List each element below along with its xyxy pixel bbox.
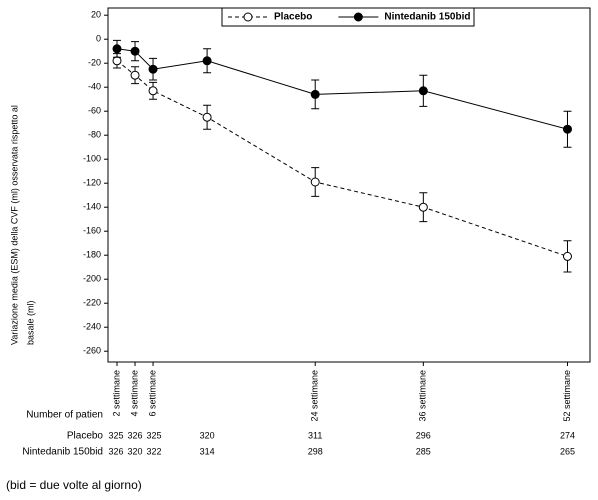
- y-tick-label: -240: [83, 322, 101, 332]
- at-risk-row-label: Nintedanib 150bid: [22, 447, 103, 458]
- data-point: [202, 56, 212, 66]
- at-risk-count: 274: [560, 430, 575, 440]
- data-point: [418, 86, 428, 96]
- data-point: [418, 202, 428, 212]
- y-tick-label: -260: [83, 346, 101, 356]
- at-risk-count: 265: [560, 446, 575, 456]
- y-tick-label: -80: [88, 130, 101, 140]
- x-tick-label: 36 settimane: [418, 370, 428, 422]
- at-risk-row-label: Placebo: [67, 431, 104, 442]
- series-line: [116, 48, 568, 130]
- footnote: (bid = due volte al giorno): [6, 478, 142, 492]
- series-line: [116, 60, 568, 257]
- y-tick-label: -160: [83, 226, 101, 236]
- at-risk-count: 298: [308, 446, 323, 456]
- data-point: [310, 177, 320, 187]
- data-point: [112, 44, 122, 54]
- data-point: [562, 124, 572, 134]
- data-point: [562, 251, 572, 261]
- at-risk-count: 326: [108, 446, 123, 456]
- legend-label: Nintedanib 150bid: [384, 12, 470, 23]
- x-tick-label: 4 settimane: [129, 370, 139, 417]
- y-tick-label: 20: [91, 10, 101, 20]
- y-axis-label: Variazione media (ESM) della CVF (ml) os…: [9, 105, 19, 345]
- at-risk-count: 325: [147, 430, 162, 440]
- y-tick-label: -40: [88, 82, 101, 92]
- at-risk-count: 326: [128, 430, 143, 440]
- data-point: [148, 64, 158, 74]
- y-tick-label: -180: [83, 250, 101, 260]
- x-tick-label: 52 settimane: [562, 370, 572, 422]
- at-risk-count: 322: [147, 446, 162, 456]
- x-tick-label: 24 settimane: [310, 370, 320, 422]
- data-point: [148, 86, 158, 96]
- at-risk-count: 296: [416, 430, 431, 440]
- at-risk-count: 285: [416, 446, 431, 456]
- x-tick-label: 2 settimane: [111, 370, 121, 417]
- y-tick-label: -220: [83, 298, 101, 308]
- data-point: [130, 70, 140, 80]
- data-point: [202, 112, 212, 122]
- legend-marker: [243, 12, 253, 22]
- data-point: [112, 56, 122, 66]
- at-risk-count: 320: [200, 430, 215, 440]
- at-risk-count: 311: [308, 430, 322, 440]
- at-risk-count: 314: [200, 446, 215, 456]
- legend-label: Placebo: [274, 12, 312, 23]
- at-risk-count: 325: [108, 430, 123, 440]
- legend-marker: [353, 12, 363, 22]
- y-tick-label: -100: [83, 154, 101, 164]
- x-tick-label: 6 settimane: [147, 370, 157, 417]
- at-risk-count: 320: [128, 446, 143, 456]
- y-axis-label: basale (ml): [25, 300, 35, 345]
- plot-frame: [107, 7, 591, 363]
- y-tick-label: -20: [88, 58, 101, 68]
- at-risk-title: Number of patien: [26, 410, 103, 421]
- y-tick-label: -60: [88, 106, 101, 116]
- y-tick-label: -140: [83, 202, 101, 212]
- y-tick-label: -120: [83, 178, 101, 188]
- data-point: [310, 89, 320, 99]
- data-point: [130, 46, 140, 56]
- y-tick-label: -200: [83, 274, 101, 284]
- y-tick-label: 0: [96, 34, 101, 44]
